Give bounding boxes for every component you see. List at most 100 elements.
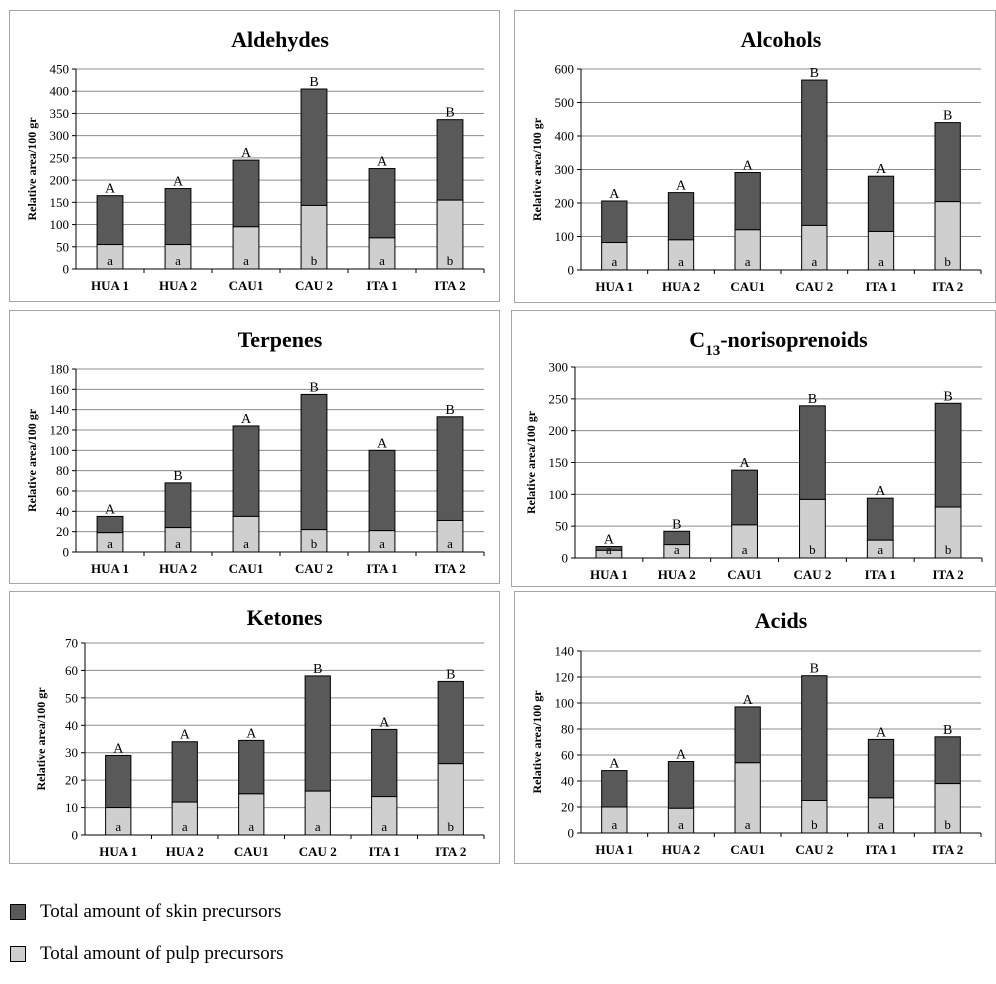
y-tick-label: 20 (561, 800, 574, 815)
bar-skin (667, 761, 695, 809)
significance-letter-lower: a (107, 536, 113, 551)
y-axis-label: Relative area/100 gr (530, 117, 544, 221)
bar-pulp (96, 244, 124, 270)
x-tick-label: ITA 1 (865, 279, 896, 294)
y-tick-label: 60 (56, 484, 69, 499)
x-tick-label: HUA 1 (595, 842, 633, 857)
significance-letter-lower: a (678, 254, 684, 269)
bar-skin (96, 515, 124, 534)
bar-skin (304, 675, 331, 792)
bar-pulp (734, 229, 761, 271)
significance-letter-upper: B (445, 106, 454, 121)
x-tick-label: CAU 2 (795, 842, 833, 857)
significance-letter-lower: a (877, 542, 883, 557)
bar-skin (164, 482, 192, 529)
significance-letter-lower: b (945, 542, 952, 557)
y-tick-label: 140 (50, 402, 70, 417)
x-tick-label: HUA 1 (590, 567, 628, 582)
bar-pulp (368, 530, 396, 553)
bar-pulp (867, 797, 895, 834)
significance-letter-upper: A (113, 741, 124, 756)
y-tick-label: 300 (555, 162, 575, 177)
bar-skin (300, 88, 328, 206)
chart-title-main: C (689, 327, 705, 352)
legend-item-skin: Total amount of skin precursors (10, 900, 284, 924)
significance-letter-upper: A (740, 456, 751, 471)
y-tick-label: 0 (63, 262, 70, 277)
bar-pulp (934, 783, 961, 834)
y-tick-label: 400 (50, 84, 70, 99)
y-tick-label: 70 (65, 636, 78, 651)
significance-letter-upper: A (875, 484, 886, 499)
y-tick-label: 0 (568, 826, 575, 841)
x-tick-label: ITA 2 (932, 567, 963, 582)
bar-pulp (238, 793, 265, 836)
bar-pulp (436, 199, 464, 270)
y-tick-label: 0 (568, 263, 575, 278)
significance-letter-upper: A (180, 728, 191, 743)
bar-pulp (867, 230, 895, 271)
significance-letter-upper: B (808, 392, 817, 407)
significance-letter-lower: a (175, 253, 181, 268)
terpenes-chart: Terpenes Relative area/100 gr 0 20 40 60 80 100… (25, 327, 485, 576)
y-tick-label: 100 (50, 443, 70, 458)
significance-letter-upper: A (876, 725, 887, 740)
significance-letter-upper: A (609, 187, 620, 202)
significance-letter-lower: a (611, 817, 617, 832)
significance-letter-lower: a (248, 819, 254, 834)
y-tick-label: 140 (555, 644, 575, 659)
chart-title: Alcohols (741, 27, 822, 52)
significance-letter-upper: A (241, 412, 252, 427)
bar-skin (934, 122, 961, 203)
x-tick-label: CAU 2 (299, 844, 337, 859)
legend-swatch-skin (10, 904, 26, 920)
y-tick-label: 60 (65, 663, 78, 678)
significance-letter-lower: b (447, 253, 454, 268)
x-tick-label: HUA 2 (159, 278, 197, 293)
legend-label-pulp: Total amount of pulp precursors (40, 943, 284, 964)
x-tick-label: CAU 2 (295, 278, 333, 293)
bar-pulp (934, 506, 962, 559)
y-tick-label: 100 (549, 487, 569, 502)
bar-pulp (595, 549, 623, 559)
significance-letter-upper: A (743, 693, 754, 708)
x-tick-label: CAU 2 (295, 561, 333, 576)
y-tick-label: 20 (65, 773, 78, 788)
bar-skin (105, 754, 132, 809)
bar-pulp (96, 532, 124, 553)
y-tick-label: 0 (72, 828, 79, 843)
y-tick-label: 160 (50, 382, 70, 397)
x-tick-label: HUA 1 (91, 561, 129, 576)
y-tick-label: 40 (65, 718, 78, 733)
bar-skin (232, 159, 260, 228)
bar-pulp (799, 498, 826, 559)
y-tick-label: 100 (555, 229, 575, 244)
acids-chart: Acids Relative area/100 gr 0 20 40 60 80 100 120… (530, 608, 982, 857)
y-tick-label: 350 (50, 106, 70, 121)
bar-pulp (232, 226, 260, 270)
y-tick-label: 300 (549, 360, 569, 375)
bar-pulp (371, 796, 398, 836)
alcohols-chart: Alcohols Relative area/100 gr 0 100 200 300 40… (530, 27, 982, 294)
bar-pulp (667, 807, 695, 834)
x-tick-label: HUA 2 (662, 842, 700, 857)
significance-letter-lower: b (809, 542, 816, 557)
significance-letter-upper: A (105, 502, 116, 517)
c13-norisoprenoids-chart-panel: C13-norisoprenoids Relative area/100 gr 0 5… (511, 310, 996, 587)
legend-item-pulp: Total amount of pulp precursors (10, 942, 284, 966)
legend: Total amount of skin precursors Total am… (10, 900, 284, 984)
x-tick-label: ITA 1 (369, 844, 400, 859)
significance-letter-upper: B (943, 723, 952, 738)
legend-label-skin: Total amount of skin precursors (40, 901, 282, 922)
x-tick-label: CAU1 (727, 567, 762, 582)
bar-pulp (300, 529, 328, 553)
y-tick-label: 100 (555, 696, 575, 711)
y-axis-label: Relative area/100 gr (530, 690, 544, 794)
significance-letter-lower: a (315, 819, 321, 834)
significance-letter-upper: A (379, 715, 390, 730)
bar-skin (934, 736, 961, 785)
acids-chart-panel: Acids Relative area/100 gr 0 20 40 60 80 100 120… (514, 591, 996, 864)
y-tick-label: 600 (555, 62, 575, 77)
bar-pulp (171, 801, 198, 836)
bar-skin (300, 393, 328, 531)
